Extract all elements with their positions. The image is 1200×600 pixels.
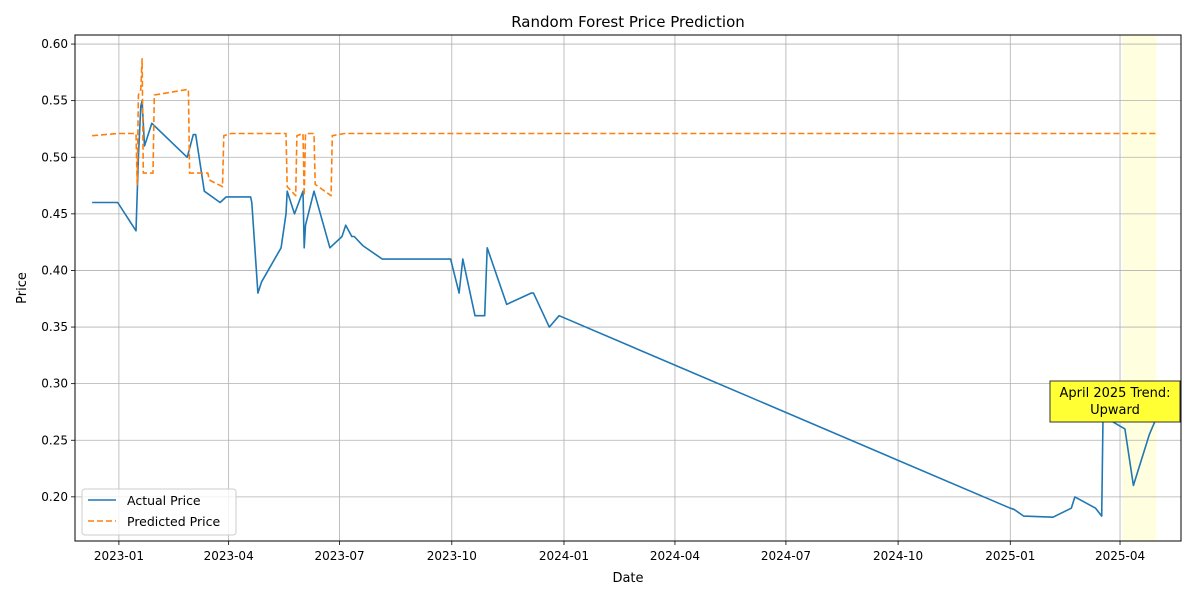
- x-axis-label: Date: [612, 571, 643, 586]
- annotation-line-2: Upward: [1090, 403, 1140, 418]
- y-tick-label: 0.35: [41, 320, 68, 334]
- x-tick-label: 2024-10: [873, 549, 923, 563]
- legend-label-predicted: Predicted Price: [127, 514, 220, 529]
- grid-lines: [75, 35, 1181, 541]
- predicted-price-line: [92, 58, 1157, 197]
- y-axis: 0.20 0.25 0.30 0.35 0.40 0.45 0.50 0.55 0.60: [41, 37, 75, 504]
- legend-label-actual: Actual Price: [127, 493, 201, 508]
- x-axis: 2023-01 2023-04 2023-07 2023-10 2024-01 2024-…: [94, 541, 1145, 563]
- annotation-background: [1049, 380, 1181, 423]
- annotation-box: April 2025 Trend: Upward: [1049, 380, 1181, 423]
- plot-frame: [74, 34, 1182, 542]
- y-tick-label: 0.55: [41, 94, 68, 108]
- y-tick-label: 0.30: [41, 377, 68, 391]
- x-tick-label: 2025-04: [1095, 549, 1145, 563]
- legend-box: [81, 488, 237, 536]
- x-tick-label: 2023-04: [204, 549, 254, 563]
- x-tick-label: 2023-10: [427, 549, 477, 563]
- series-layer: [92, 58, 1158, 518]
- x-tick-label: 2023-07: [315, 549, 365, 563]
- y-tick-label: 0.45: [41, 207, 68, 221]
- x-tick-label: 2023-01: [94, 549, 144, 563]
- x-tick-label: 2025-01: [985, 549, 1035, 563]
- y-tick-label: 0.40: [41, 263, 68, 277]
- plot-area: [74, 34, 1182, 542]
- april-highlight-span: [1122, 35, 1157, 541]
- y-tick-label: 0.20: [41, 490, 68, 504]
- legend: Actual Price Predicted Price: [81, 488, 237, 536]
- y-tick-label: 0.25: [41, 433, 68, 447]
- y-tick-label: 0.50: [41, 150, 68, 164]
- y-axis-label: Price: [15, 272, 30, 304]
- y-tick-label: 0.60: [41, 37, 68, 51]
- x-tick-label: 2024-04: [650, 549, 700, 563]
- chart-title: Random Forest Price Prediction: [511, 13, 745, 31]
- actual-price-line: [92, 99, 1158, 518]
- x-tick-label: 2024-07: [761, 549, 811, 563]
- x-tick-label: 2024-01: [539, 549, 589, 563]
- annotation-line-1: April 2025 Trend:: [1059, 386, 1170, 401]
